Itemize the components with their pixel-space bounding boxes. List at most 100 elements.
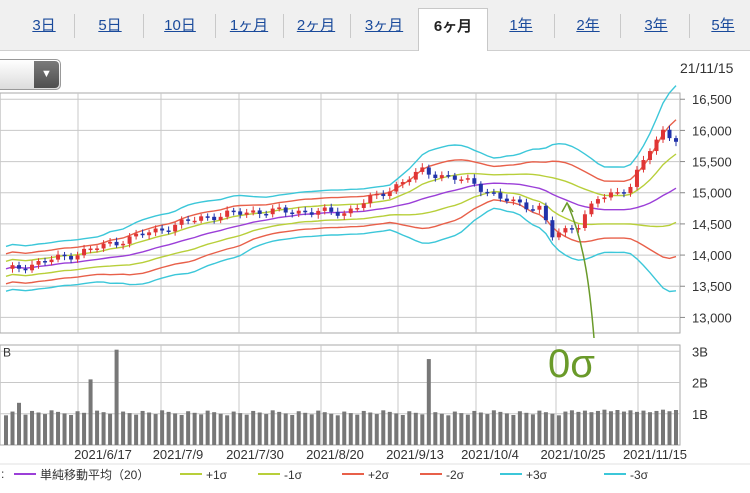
candle-body [511,199,516,202]
candle-body [114,241,119,246]
tab-2-years[interactable]: 2年 [576,17,600,34]
volume-bar [17,402,22,445]
candle-body [615,192,620,194]
price-tick-label: 16,000 [692,123,732,138]
volume-bar [43,414,48,445]
tab-3-months[interactable]: 3ヶ月 [364,17,404,34]
volume-bar [257,412,262,445]
volume-bar [56,411,61,445]
volume-bar [478,412,483,445]
volume-bar [225,415,230,445]
candle-body [550,220,555,238]
candle-body [36,261,41,265]
candle-body [407,179,412,183]
x-tick-label: 2021/8/20 [306,447,364,462]
volume-bar [524,412,529,445]
volume-bar [576,411,581,445]
band-minus-3-sigma [5,207,677,293]
volume-bar [381,410,386,445]
tab-separator [554,14,555,38]
sma-20-line [5,182,677,270]
volume-bar [394,413,399,445]
volume-bar [355,414,360,445]
tab-3-days[interactable]: 3日 [32,17,56,34]
chevron-down-icon[interactable]: ▼ [34,61,59,88]
volume-bar [30,410,35,445]
candle-body [485,191,490,194]
candle-body [62,254,67,257]
candle-body [173,224,178,232]
candle-body [530,209,535,211]
volume-bar [374,414,379,445]
tab-10-days[interactable]: 10日 [164,17,196,34]
candle-body [576,227,581,230]
volume-bar [426,359,431,445]
candle-body [316,210,321,215]
volume-bar [36,412,41,445]
candle-body [303,210,308,213]
price-tick-label: 15,500 [692,155,732,170]
candle-body [30,264,35,271]
candle-body [582,214,587,228]
candle-body [56,254,61,260]
candle-body [420,167,425,172]
volume-bar [231,411,236,445]
legend-label: +2σ [368,468,390,482]
volume-bar [465,414,470,445]
candle-body [309,212,314,215]
volume-bar [647,412,652,445]
tab-5-years[interactable]: 5年 [711,17,735,34]
candle-body [641,160,646,170]
volume-bar [283,413,288,445]
volume-bar [192,412,197,445]
volume-bar [446,415,451,445]
volume-bar [615,410,620,445]
volume-bar [277,411,282,445]
volume-bar [134,414,139,445]
candle-body [17,265,22,269]
tab-1-year[interactable]: 1年 [509,17,533,34]
candle-body [43,261,48,263]
tab-2-months[interactable]: 2ヶ月 [296,17,336,34]
volume-bar [335,415,340,445]
volume-bar [75,411,80,445]
tab-separator [74,14,75,38]
volume-bar [329,413,334,445]
volume-tick-label: 1B [692,407,708,422]
legend-label: 単純移動平均（20） [40,468,149,482]
candle-body [192,220,197,223]
volume-bar [10,411,15,445]
candle-body [394,184,399,192]
indicator-select[interactable]: ▼ [0,59,61,90]
volume-bar [595,410,600,445]
band-minus-1-sigma [5,190,677,277]
volume-bar [602,409,607,445]
candle-body [446,175,451,177]
candle-body [127,236,132,244]
candle-body [426,167,431,175]
candle-body [101,243,106,249]
candle-body [478,183,483,192]
tab-1-month[interactable]: 1ヶ月 [229,17,269,34]
volume-bar [296,411,301,445]
legend-prefix: : [1,467,4,481]
legend-label: +3σ [526,468,548,482]
tab-6-months[interactable]: 6ヶ月 [418,8,488,51]
x-tick-label: 2021/7/9 [153,447,204,462]
candle-body [517,199,522,203]
volume-bar [82,412,87,445]
x-tick-label: 2021/9/13 [386,447,444,462]
volume-bar [238,413,243,445]
tab-3-years[interactable]: 3年 [644,17,668,34]
legend-label: +1σ [206,468,228,482]
volume-bar [608,411,613,445]
tab-separator [620,14,621,38]
candle-body [264,213,269,216]
band-plus-1-sigma [5,153,677,262]
volume-bar [316,410,321,445]
volume-bar [498,411,503,445]
volume-bar [413,412,418,445]
candle-body [88,248,93,251]
volume-bar [433,412,438,445]
tab-5-days[interactable]: 5日 [98,17,122,34]
